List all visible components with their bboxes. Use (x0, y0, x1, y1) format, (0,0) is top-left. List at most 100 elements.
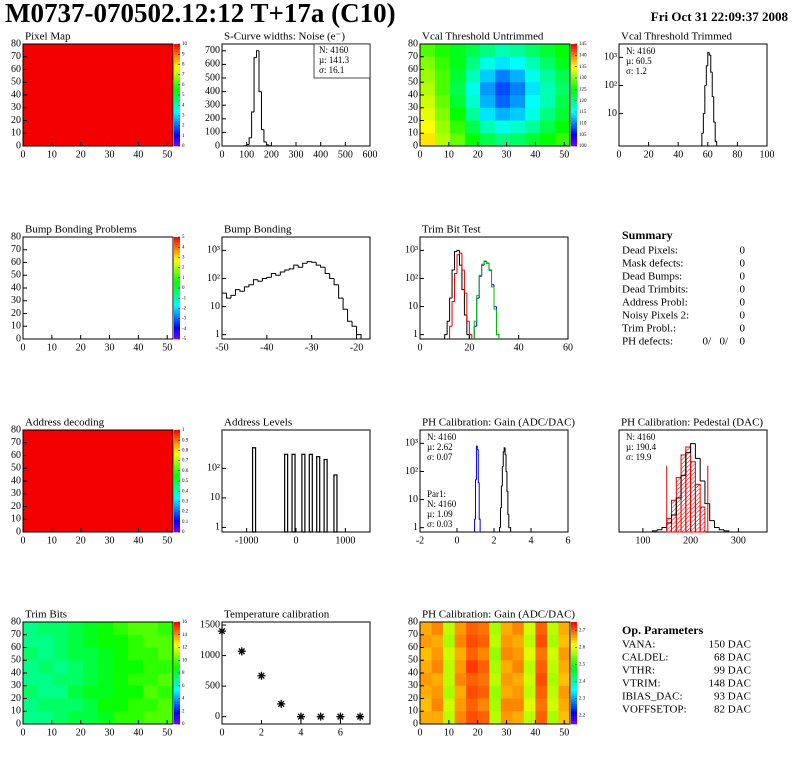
color-scale (174, 690, 180, 694)
color-scale (174, 105, 180, 109)
color-scale (174, 267, 180, 271)
heatmap-cell (454, 673, 467, 687)
heatmap-cell (38, 698, 54, 712)
heatmap-cell (23, 685, 39, 699)
color-scale (174, 703, 180, 707)
heatmap-cell (477, 711, 490, 725)
heatmap-cell (98, 685, 114, 699)
color-scale (174, 254, 180, 258)
heatmap-cell (466, 673, 478, 687)
color-scale (571, 632, 577, 636)
color-scale (174, 262, 180, 266)
histogram-bin (266, 276, 272, 279)
color-scale (174, 716, 180, 720)
color-scale (174, 440, 180, 444)
color-scale (174, 652, 180, 656)
heatmap-cell (555, 120, 571, 134)
color-scale (174, 688, 180, 692)
heatmap-cell (500, 634, 513, 648)
bar (323, 458, 328, 533)
z-tick-label: 6 (182, 684, 185, 689)
heatmap-cell (443, 685, 455, 699)
color-scale (174, 458, 180, 461)
y-tick-label: 10 (210, 301, 220, 312)
heatmap-cell (158, 685, 174, 699)
color-scale (174, 639, 180, 643)
heatmap-cell (98, 481, 174, 533)
z-tick-label: 0 (182, 722, 185, 727)
histogram-bin (466, 315, 470, 339)
color-scale (174, 272, 180, 276)
z-tick-label: 0.9 (182, 438, 189, 443)
z-tick-label: 2.5 (579, 663, 586, 668)
color-scale (174, 102, 180, 106)
color-scale (174, 708, 180, 712)
heatmap-cell (480, 133, 496, 147)
heatmap-cell (128, 634, 144, 648)
heatmap-cell (83, 622, 99, 636)
y-tick-label: 20 (408, 115, 418, 126)
histogram-bin (270, 273, 276, 278)
heatmap-cell (158, 698, 174, 712)
y-tick-label: 10³ (604, 52, 617, 63)
x-tick-label: 50 (162, 535, 172, 546)
heatmap-cell (443, 622, 455, 636)
color-scale (174, 657, 180, 661)
stats-line: N: 4160 (626, 432, 656, 442)
panel-title: Vcal Threshold Untrimmed (422, 31, 544, 43)
heatmap-cell (558, 711, 571, 725)
heatmap-cell (23, 430, 99, 482)
color-scale (571, 79, 577, 83)
z-tick-label: 2.4 (579, 680, 586, 685)
panel-title: PH Calibration: Pedestal (DAC) (621, 417, 763, 429)
stats-line: σ: 16.1 (319, 65, 344, 75)
color-scale (174, 647, 180, 651)
heatmap-cell (523, 634, 536, 648)
summary-title: Summary (622, 228, 673, 242)
z-tick-label: 14 (182, 633, 188, 638)
color-scale (174, 493, 180, 497)
y-tick-label: 80 (408, 38, 418, 49)
panel-title: Pixel Map (25, 31, 71, 43)
x-tick-label: -1000 (235, 535, 258, 546)
y-tick-label: 40 (11, 667, 21, 678)
heatmap-cell (465, 56, 481, 70)
color-scale (174, 290, 180, 294)
color-scale (174, 66, 180, 70)
heatmap-cell (510, 82, 526, 96)
parameter-label: VTRIM: (622, 678, 661, 690)
y-tick-label: 1 (215, 329, 220, 340)
histogram-bin (333, 278, 339, 286)
heatmap-cell (420, 133, 436, 147)
summary-value: 0 (740, 284, 746, 296)
parameter-value: 68 DAC (714, 652, 751, 664)
heatmap-cell (555, 56, 571, 70)
heatmap-cell (465, 95, 481, 109)
histogram-bin (685, 446, 692, 533)
y-tick-label: 60 (11, 450, 21, 461)
heatmap-cell (68, 647, 84, 661)
histogram-bin (338, 284, 344, 299)
heatmap-cell (480, 56, 496, 70)
z-tick-label: 2.2 (579, 714, 586, 719)
heatmap-cell (500, 698, 513, 712)
color-scale (174, 237, 180, 240)
color-scale (571, 56, 577, 60)
y-tick-label: 10² (405, 466, 418, 477)
histogram-bin (234, 289, 240, 296)
heatmap-cell (420, 95, 436, 109)
heatmap-cell (489, 647, 502, 661)
histogram-bin (680, 474, 686, 498)
y-tick-label: 70 (408, 51, 418, 62)
heatmap-cell (450, 56, 466, 70)
z-tick-label: 0.7 (182, 459, 189, 464)
heatmap-cell (555, 69, 571, 83)
x-tick-label: 10 (444, 149, 454, 160)
summary-label: Noisy Pixels 2: (622, 310, 689, 322)
heatmap-cell (512, 622, 525, 636)
histogram-bin (675, 497, 682, 515)
point (336, 712, 345, 721)
plot-frame (618, 43, 768, 147)
color-scale (571, 120, 577, 124)
color-scale (174, 249, 180, 253)
